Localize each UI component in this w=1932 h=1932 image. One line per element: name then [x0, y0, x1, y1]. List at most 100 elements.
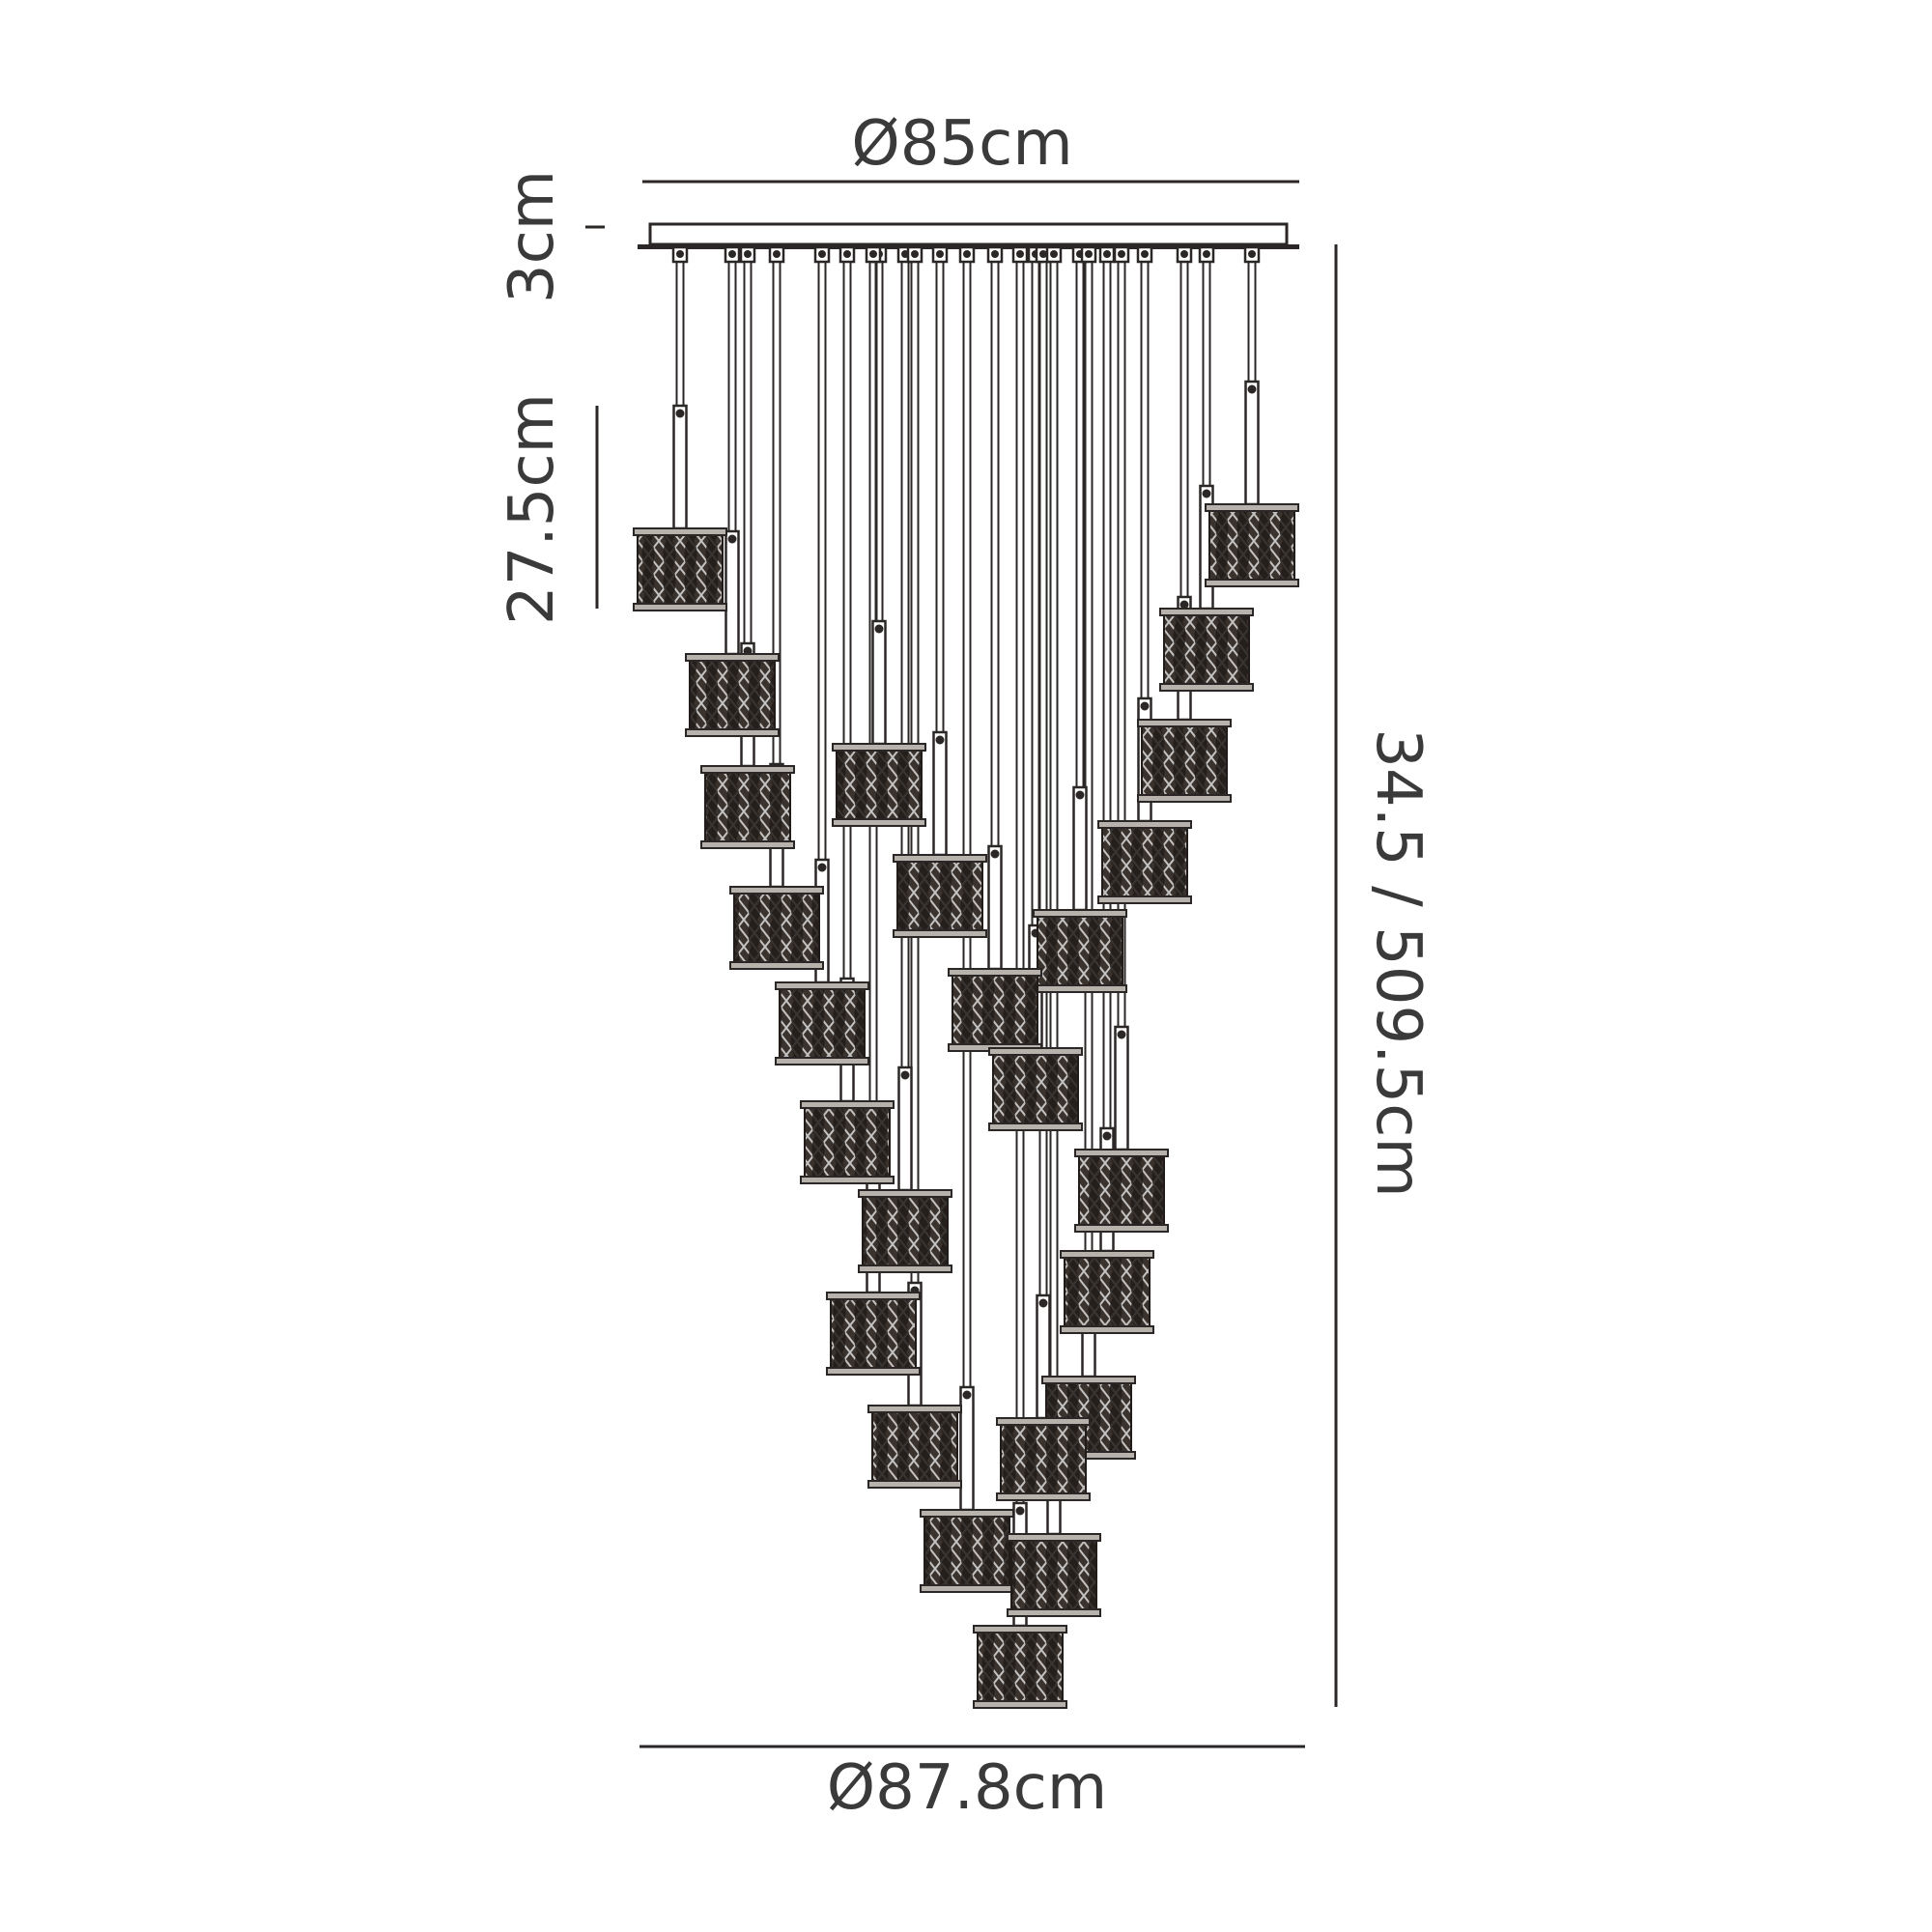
crystal-drum-shade: [973, 1625, 1067, 1709]
shade-top-rim: [1137, 719, 1232, 727]
shade-body: [779, 986, 866, 1061]
shade-top-rim: [633, 527, 727, 536]
connector-dot: [1016, 250, 1024, 258]
shade-bottom-rim: [1097, 895, 1192, 904]
shade-body: [830, 1296, 917, 1371]
pendant-rod: [1244, 380, 1260, 506]
crystal-drum-shade: [800, 1100, 895, 1184]
shade-body: [977, 1630, 1064, 1704]
rod-joint-dot: [935, 735, 945, 745]
shade-body: [689, 658, 776, 732]
shade-body: [871, 1409, 958, 1484]
shade-bottom-rim: [973, 1700, 1067, 1709]
rod-joint-dot: [817, 863, 827, 872]
shade-top-rim: [1074, 1149, 1169, 1157]
suspension-cord: [727, 246, 737, 538]
suspension-cord: [817, 246, 827, 867]
pendant-rod: [672, 404, 688, 530]
shade-bottom-rim: [1205, 579, 1299, 587]
canopy-body: [648, 222, 1289, 246]
suspension-cord: [990, 246, 1000, 853]
pendant-rod: [959, 1385, 975, 1512]
crystal-drum-shade: [1205, 503, 1299, 587]
shade-body: [1010, 1538, 1097, 1612]
shade-body: [896, 859, 983, 933]
rod-joint-dot: [1117, 1030, 1126, 1039]
crystal-drum-shade: [1060, 1250, 1154, 1334]
pendant-rod: [871, 619, 887, 746]
crystal-drum-shade: [775, 981, 869, 1065]
shade-bottom-rim: [800, 1176, 895, 1184]
pendant-rod: [1114, 1025, 1129, 1151]
crystal-shades-layer: [633, 503, 1299, 1709]
shade-top-rim: [800, 1100, 895, 1109]
shade-top-rim: [920, 1509, 1014, 1518]
connector-dot: [991, 250, 999, 258]
crystal-drum-shade: [893, 854, 987, 938]
shade-bottom-rim: [867, 1480, 962, 1489]
suspension-cord: [1049, 246, 1059, 1418]
shade-top-rim: [948, 968, 1042, 977]
connector-dot: [773, 250, 781, 258]
shade-body: [923, 1514, 1010, 1588]
rod-joint-dot: [1075, 790, 1085, 800]
connector-dot: [911, 250, 919, 258]
connector-dot: [963, 250, 971, 258]
shade-top-rim: [700, 765, 795, 774]
shade-body: [992, 1052, 1079, 1126]
shade-bottom-rim: [832, 818, 926, 827]
rod-joint-dot: [962, 1390, 972, 1400]
shade-bottom-rim: [1033, 984, 1127, 993]
shade-top-rim: [867, 1405, 962, 1413]
shade-body: [1078, 1153, 1165, 1228]
shade-body: [1163, 612, 1250, 687]
suspension-cord: [1140, 246, 1150, 705]
shade-top-rim: [1097, 820, 1192, 829]
suspension-cord: [1038, 246, 1048, 1302]
shade-top-rim: [858, 1189, 952, 1198]
crystal-drum-shade: [1159, 608, 1254, 692]
suspension-cord: [1031, 246, 1040, 932]
pendant-rod: [1072, 785, 1088, 912]
shade-bottom-rim: [893, 929, 987, 938]
rod-joint-dot: [675, 409, 685, 418]
connector-dot: [818, 250, 826, 258]
shade-top-rim: [973, 1625, 1067, 1634]
suspension-cord: [1084, 246, 1094, 1261]
rod-joint-dot: [1038, 1298, 1048, 1308]
shade-bottom-rim: [1060, 1325, 1154, 1334]
pendant-rod: [932, 730, 948, 857]
pendant-rod: [987, 844, 1003, 971]
connector-dot: [1248, 250, 1256, 258]
overall-height-label: 34.5 / 509.5cm: [1362, 728, 1434, 1198]
shade-body: [1037, 914, 1123, 988]
shade-body: [1000, 1422, 1087, 1496]
crystal-drum-shade: [1137, 719, 1232, 803]
crystal-drum-shade: [867, 1405, 962, 1489]
dimension-annotations: Ø85cm Ø87.8cm 34.5 / 509.5cm 3cm 27.5cm: [497, 108, 1434, 1824]
crystal-drum-shade: [988, 1047, 1083, 1131]
shade-bottom-rim: [633, 603, 727, 611]
crystal-drum-shade: [832, 743, 926, 827]
shade-bottom-rim: [700, 840, 795, 849]
shade-bottom-rim: [1137, 794, 1232, 803]
shade-body: [733, 891, 820, 965]
crystal-drum-shade: [948, 968, 1042, 1052]
rod-joint-dot: [1202, 489, 1211, 498]
crystal-drum-shade: [858, 1189, 952, 1273]
crystal-drum-shade: [1097, 820, 1192, 904]
shade-body: [1141, 724, 1228, 798]
connector-dot: [1085, 250, 1093, 258]
shade-top-rim: [1060, 1250, 1154, 1259]
rod-joint-dot: [1140, 701, 1150, 711]
connector-dot: [936, 250, 944, 258]
pendant-rod: [724, 529, 740, 656]
fitting-drop-label: 27.5cm: [497, 393, 568, 625]
rod-joint-dot: [1247, 384, 1257, 394]
crystal-drum-shade: [1007, 1533, 1101, 1617]
shade-top-rim: [1033, 909, 1127, 918]
shade-bottom-rim: [996, 1492, 1091, 1501]
shade-top-rim: [685, 653, 780, 662]
connector-dot: [1039, 250, 1047, 258]
